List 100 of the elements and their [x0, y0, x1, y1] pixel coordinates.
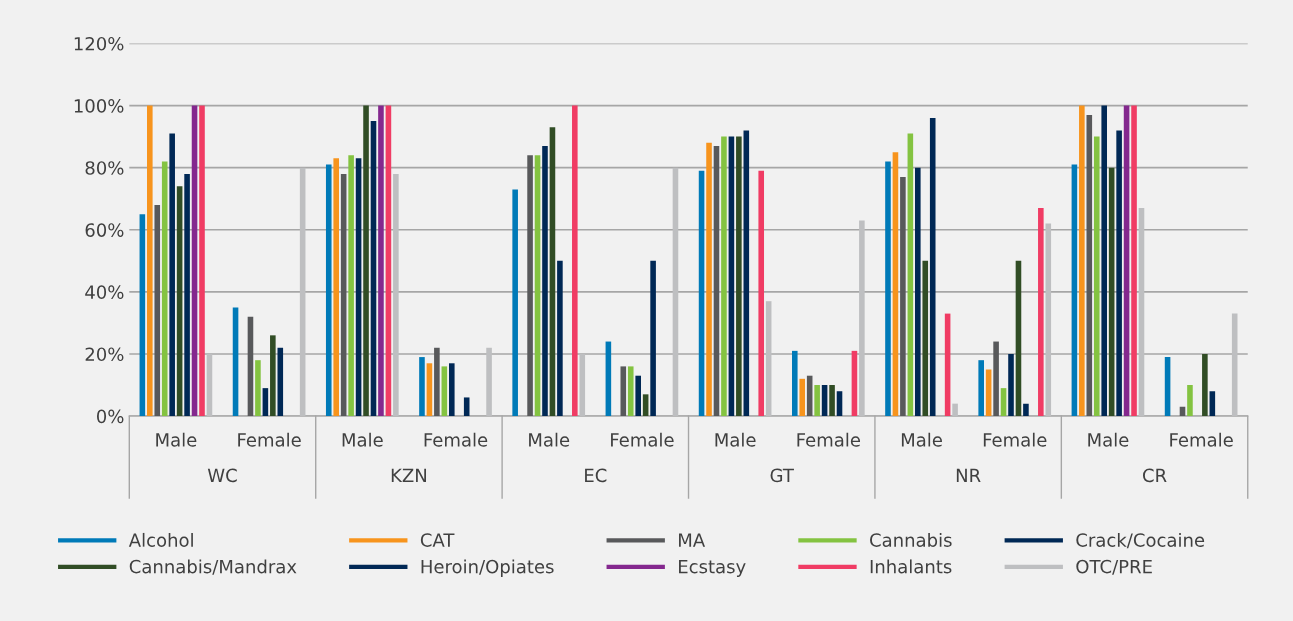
legend-label: Crack/Cocaine [1076, 532, 1205, 549]
text: EC [585, 468, 607, 483]
bar [929, 117, 936, 417]
bar [419, 357, 425, 417]
legend-label: Ecstasy [679, 559, 746, 577]
bar [363, 105, 369, 417]
bar [184, 173, 190, 417]
bar [1079, 105, 1085, 417]
bar [620, 366, 627, 417]
y-tick-label: 100% [74, 99, 124, 113]
bar [378, 105, 384, 417]
bar [985, 369, 992, 417]
bar [814, 385, 820, 417]
bar [1093, 136, 1100, 417]
x-tick-label: Male [1088, 432, 1129, 447]
bar [859, 220, 865, 417]
bar [915, 167, 921, 417]
y-tick-label: 80% [85, 161, 124, 175]
bar [635, 375, 641, 417]
legend-label: Alcohol [128, 532, 193, 547]
bar [463, 397, 470, 417]
x-tick-label: Female [983, 432, 1047, 447]
bar [952, 403, 958, 417]
bar [270, 335, 276, 417]
bar [650, 260, 656, 417]
legend-label: MA [679, 533, 706, 547]
bar [706, 142, 712, 417]
text: GT [770, 468, 794, 483]
bar [333, 158, 340, 417]
legend-label: Heroin/Opiates [421, 559, 554, 577]
bar [1045, 223, 1052, 417]
legend-label: CAT [420, 533, 455, 547]
bar [1000, 388, 1007, 417]
bar [448, 363, 455, 417]
bar [1008, 353, 1014, 417]
legend-label: Inhalants [870, 559, 952, 574]
bar [232, 307, 239, 417]
x-tick-label: Female [238, 432, 301, 447]
bar [993, 341, 999, 417]
legend-label: OTC/PRE [1076, 559, 1152, 575]
text: KZN [391, 468, 426, 482]
bar [829, 385, 835, 417]
legend-label: Cannabis/Mandrax [129, 559, 297, 575]
bar [393, 173, 399, 417]
bar [154, 204, 161, 417]
bar [743, 130, 750, 417]
bar [765, 301, 772, 417]
bar [262, 388, 269, 417]
bar [642, 394, 649, 417]
bar [721, 136, 727, 417]
text: NR [956, 468, 981, 482]
bar [426, 363, 433, 417]
bar [1116, 130, 1122, 417]
x-tick-label: Male [715, 432, 756, 447]
bar [1202, 353, 1208, 417]
bar [1023, 403, 1029, 417]
bar [557, 260, 563, 417]
text: CR [1142, 468, 1167, 483]
bar [441, 366, 448, 417]
bar [527, 155, 533, 417]
x-tick-label: Female [424, 432, 488, 447]
legend-label: Cannabis [870, 532, 952, 547]
y-tick-label: 0% [96, 409, 124, 424]
bar [791, 350, 798, 417]
bar [579, 353, 586, 417]
x-tick-label: Female [611, 432, 674, 447]
bar [277, 347, 284, 417]
bar [147, 105, 153, 417]
bar [799, 378, 806, 417]
bar [572, 105, 578, 417]
bar [161, 161, 168, 417]
bar [900, 176, 906, 417]
bar [978, 360, 984, 417]
bar [199, 105, 205, 417]
x-tick-label: Male [901, 432, 942, 447]
bar [922, 260, 929, 417]
bar [758, 170, 765, 417]
bar [348, 155, 354, 417]
x-tick-label: Female [1170, 432, 1233, 447]
bar [885, 161, 891, 417]
bar [169, 133, 175, 417]
bar [255, 360, 261, 417]
x-tick-label: Male [156, 432, 197, 447]
bar [355, 158, 362, 417]
bar [542, 145, 548, 417]
x-tick-label: Male [342, 432, 383, 447]
y-tick-label: 60% [85, 223, 124, 237]
x-tick-label: Female [797, 432, 861, 447]
bar [1209, 391, 1216, 417]
bar [1187, 385, 1193, 417]
y-tick-label: 120% [74, 36, 124, 51]
bar [486, 347, 492, 417]
bar [836, 391, 843, 417]
x-tick-label: Male [529, 432, 570, 447]
bar [512, 189, 518, 417]
bar [325, 164, 332, 417]
y-tick-label: 20% [85, 347, 124, 362]
bar [1131, 105, 1137, 417]
bar [627, 366, 634, 417]
bar [1101, 105, 1108, 417]
